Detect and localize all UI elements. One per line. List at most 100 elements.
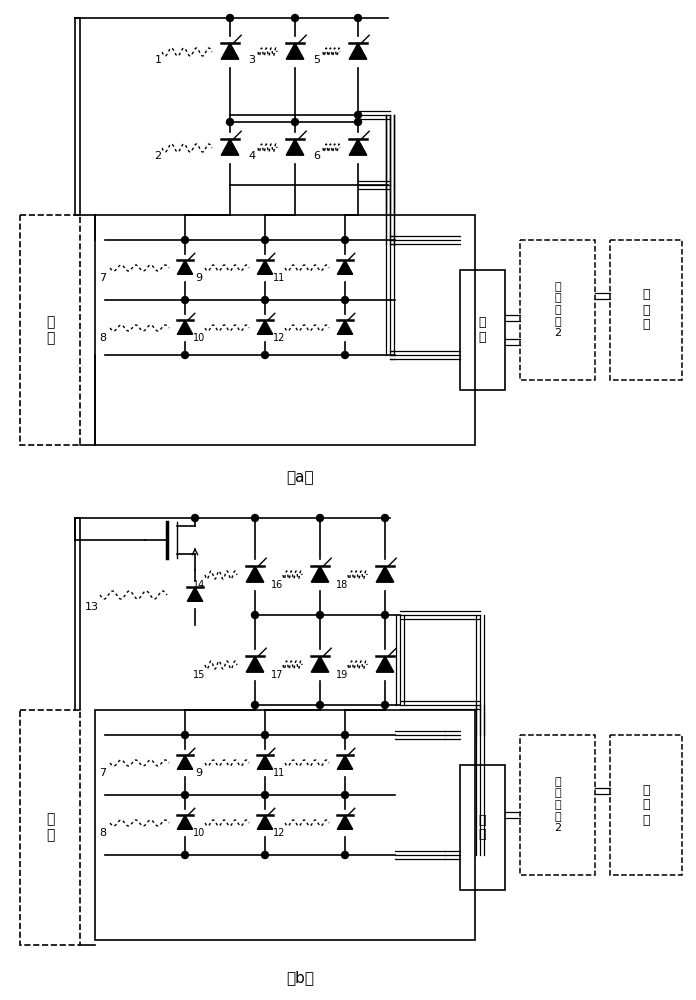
Bar: [610, 240, 682, 380]
Polygon shape: [246, 656, 264, 672]
Circle shape: [354, 14, 361, 21]
Circle shape: [342, 792, 349, 798]
Circle shape: [226, 14, 233, 21]
Text: 19: 19: [336, 670, 348, 680]
Bar: [95, 215, 475, 445]
Circle shape: [262, 296, 269, 304]
Text: 动
力
源: 动 力 源: [642, 288, 650, 332]
Bar: [460, 765, 505, 890]
Polygon shape: [177, 755, 193, 769]
Polygon shape: [311, 566, 329, 582]
Polygon shape: [177, 260, 193, 274]
Circle shape: [342, 852, 349, 858]
Circle shape: [251, 514, 258, 522]
Circle shape: [182, 296, 189, 304]
Polygon shape: [349, 43, 367, 59]
Text: 7: 7: [100, 768, 106, 778]
Circle shape: [262, 732, 269, 738]
Circle shape: [262, 352, 269, 359]
Circle shape: [317, 514, 324, 522]
Text: 18: 18: [336, 580, 348, 590]
Circle shape: [182, 732, 189, 738]
Text: 12: 12: [273, 828, 285, 838]
Text: 13: 13: [85, 602, 99, 612]
Circle shape: [292, 118, 299, 125]
Circle shape: [317, 611, 324, 618]
Circle shape: [317, 702, 324, 708]
Circle shape: [191, 514, 198, 522]
Polygon shape: [338, 260, 353, 274]
Text: 9: 9: [196, 768, 203, 778]
Text: 驱
动
电
路
2: 驱 动 电 路 2: [554, 282, 561, 338]
Text: 3: 3: [248, 55, 255, 65]
Text: 电
源: 电 源: [46, 315, 54, 345]
Bar: [520, 240, 595, 380]
Polygon shape: [177, 320, 193, 334]
Circle shape: [251, 611, 258, 618]
Polygon shape: [377, 566, 394, 582]
Text: 10: 10: [193, 333, 205, 343]
Bar: [610, 735, 682, 875]
Bar: [520, 735, 595, 875]
Text: 6: 6: [313, 151, 320, 161]
Polygon shape: [187, 587, 203, 601]
Text: （b）: （b）: [286, 970, 314, 986]
Text: 电
源: 电 源: [46, 812, 54, 843]
Text: 驱
动
电
路
2: 驱 动 电 路 2: [554, 777, 561, 833]
Polygon shape: [246, 566, 264, 582]
Bar: [95, 710, 475, 940]
Circle shape: [354, 118, 361, 125]
Polygon shape: [221, 139, 239, 155]
Circle shape: [292, 14, 299, 21]
Circle shape: [262, 792, 269, 798]
Circle shape: [182, 792, 189, 798]
Text: 11: 11: [273, 273, 285, 283]
Circle shape: [262, 852, 269, 858]
Circle shape: [342, 352, 349, 359]
Text: 12: 12: [273, 333, 285, 343]
Polygon shape: [258, 755, 273, 769]
Text: 14: 14: [193, 580, 205, 590]
Polygon shape: [258, 260, 273, 274]
Text: 9: 9: [196, 273, 203, 283]
Text: 电
机: 电 机: [479, 814, 487, 842]
Circle shape: [381, 514, 388, 522]
Circle shape: [342, 236, 349, 243]
Polygon shape: [338, 320, 353, 334]
Circle shape: [381, 702, 388, 708]
Text: 电
机: 电 机: [479, 316, 487, 344]
Bar: [20, 215, 80, 445]
Bar: [20, 710, 80, 945]
Text: 11: 11: [273, 768, 285, 778]
Text: 8: 8: [100, 333, 106, 343]
Circle shape: [354, 111, 361, 118]
Polygon shape: [221, 43, 239, 59]
Text: 4: 4: [248, 151, 255, 161]
Polygon shape: [349, 139, 367, 155]
Bar: [460, 270, 505, 390]
Text: 10: 10: [193, 828, 205, 838]
Text: 8: 8: [100, 828, 106, 838]
Polygon shape: [258, 815, 273, 829]
Circle shape: [381, 611, 388, 618]
Circle shape: [251, 702, 258, 708]
Circle shape: [182, 352, 189, 359]
Text: 16: 16: [271, 580, 283, 590]
Text: 2: 2: [155, 151, 161, 161]
Text: 1: 1: [155, 55, 161, 65]
Text: 动
力
源: 动 力 源: [642, 784, 650, 826]
Polygon shape: [177, 815, 193, 829]
Circle shape: [342, 296, 349, 304]
Circle shape: [182, 852, 189, 858]
Text: （a）: （a）: [286, 471, 314, 486]
Text: 7: 7: [100, 273, 106, 283]
Text: 15: 15: [193, 670, 205, 680]
Text: 5: 5: [313, 55, 320, 65]
Polygon shape: [258, 320, 273, 334]
Circle shape: [262, 236, 269, 243]
Polygon shape: [311, 656, 329, 672]
Text: 17: 17: [271, 670, 283, 680]
Polygon shape: [286, 139, 303, 155]
Circle shape: [182, 236, 189, 243]
Polygon shape: [286, 43, 303, 59]
